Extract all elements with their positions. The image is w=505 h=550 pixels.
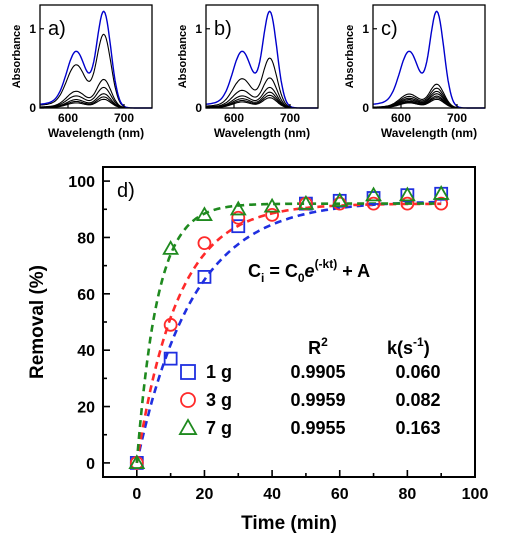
x-axis-title: Wavelength (nm) <box>48 126 144 140</box>
data-point-triangle <box>297 194 315 210</box>
x-tick-label: 80 <box>398 486 416 503</box>
y-tick-label: 100 <box>68 174 95 191</box>
data-point-square <box>180 364 196 380</box>
y-tick-label: 60 <box>77 287 95 304</box>
eq-c0-sub: 0 <box>298 271 305 285</box>
x-axis-title: Wavelength (nm) <box>381 126 477 140</box>
data-point-circle <box>197 236 212 250</box>
plot-frame <box>372 4 486 109</box>
y-tick-label: 20 <box>77 400 95 417</box>
x-tick-label: 60 <box>331 486 349 503</box>
legend-label: 3 g <box>206 390 232 410</box>
data-point-triangle <box>398 186 416 202</box>
eq-lhs: C <box>248 261 261 281</box>
y-tick-label: 0 <box>195 101 202 115</box>
x-axis-title: Time (min) <box>241 513 337 534</box>
x-tick-label: 700 <box>114 111 134 125</box>
data-point-square <box>197 270 212 284</box>
data-point-circle <box>163 317 178 332</box>
panel-label: c) <box>381 18 398 40</box>
eq-c0: = C <box>264 261 298 281</box>
data-point-triangle <box>128 454 146 469</box>
data-point-circle <box>434 196 449 211</box>
x-tick-label: 600 <box>391 111 411 125</box>
data-point-triangle <box>196 206 213 221</box>
data-point-triangle <box>331 192 349 207</box>
panel-label: b) <box>214 18 232 40</box>
y-axis-title: Absorbance <box>177 25 189 89</box>
data-point-triangle <box>229 200 247 216</box>
y-tick-label: 40 <box>77 343 95 360</box>
data-point-triangle <box>263 197 281 213</box>
k-header: k(s-1) <box>387 335 430 358</box>
data-point-circle <box>180 392 196 408</box>
k-close: ) <box>424 338 430 358</box>
spectrum-curve <box>40 78 152 109</box>
x-tick-label: 20 <box>196 486 214 503</box>
spectra-panel-b: 600 700 0 1 Wavelength (nm) Absorbance b) <box>177 4 319 140</box>
y-tick-label: 1 <box>195 22 202 36</box>
x-tick-label: 600 <box>58 111 78 125</box>
eq-tail: + A <box>337 261 370 281</box>
y-axis-title: Absorbance <box>344 25 356 89</box>
x-tick-label: 40 <box>263 486 281 503</box>
r2-value: 0.9905 <box>290 362 345 382</box>
data-point-circle <box>366 196 381 211</box>
y-tick-label: 1 <box>29 22 36 36</box>
fit-curve <box>135 202 442 464</box>
x-tick-label: 100 <box>462 486 489 503</box>
fit-equation: Ci = C0e(-kt) + A <box>248 257 370 285</box>
r2-sup: 2 <box>321 335 328 349</box>
legend-label: 1 g <box>206 362 232 382</box>
data-point-circle <box>265 208 279 222</box>
r2-value: 0.9955 <box>290 418 345 438</box>
x-tick-label: 700 <box>447 111 467 125</box>
y-tick-label: 0 <box>362 101 369 115</box>
data-point-triangle <box>432 185 450 200</box>
r2-value: 0.9959 <box>290 390 345 410</box>
data-point-triangle <box>162 240 180 255</box>
y-axis-title: Removal (%) <box>27 265 48 379</box>
panel-label: a) <box>48 18 66 40</box>
data-point-circle <box>400 196 415 211</box>
data-point-triangle <box>365 186 382 202</box>
x-tick-label: 600 <box>224 111 244 125</box>
k-value: 0.060 <box>395 362 440 382</box>
y-tick-label: 1 <box>362 22 369 36</box>
eq-lhs-sub: i <box>261 271 264 285</box>
plot-frame <box>39 4 153 109</box>
x-tick-label: 700 <box>280 111 300 125</box>
fit-curve <box>135 202 442 464</box>
eq-exponent: (-kt) <box>315 257 338 271</box>
x-tick-label: 0 <box>132 486 141 503</box>
data-point-square <box>231 219 246 234</box>
k-letter: k(s <box>387 338 413 358</box>
y-tick-label: 80 <box>77 230 95 247</box>
eq-e: e <box>305 261 315 281</box>
y-tick-label: 0 <box>86 456 95 473</box>
legend-label: 7 g <box>206 418 232 438</box>
spectrum-curve <box>206 77 318 109</box>
r2-header: R2 <box>308 335 328 358</box>
fit-curve <box>135 200 442 464</box>
r2-letter: R <box>308 338 321 358</box>
k-value: 0.082 <box>395 390 440 410</box>
x-axis-title: Wavelength (nm) <box>214 126 310 140</box>
data-point-circle <box>231 210 246 225</box>
spectra-panel-c: 600 700 0 1 Wavelength (nm) Absorbance c) <box>344 4 486 140</box>
data-point-triangle <box>178 418 198 435</box>
panel-label: d) <box>117 180 135 202</box>
k-sup: -1 <box>413 335 424 349</box>
k-value: 0.163 <box>395 418 440 438</box>
y-tick-label: 0 <box>29 101 36 115</box>
spectra-panel-a: 600 700 0 1 Wavelength (nm) Absorbance a) <box>11 4 153 140</box>
plot-frame <box>205 4 319 109</box>
data-point-square <box>163 351 178 366</box>
y-axis-title: Absorbance <box>11 25 23 89</box>
